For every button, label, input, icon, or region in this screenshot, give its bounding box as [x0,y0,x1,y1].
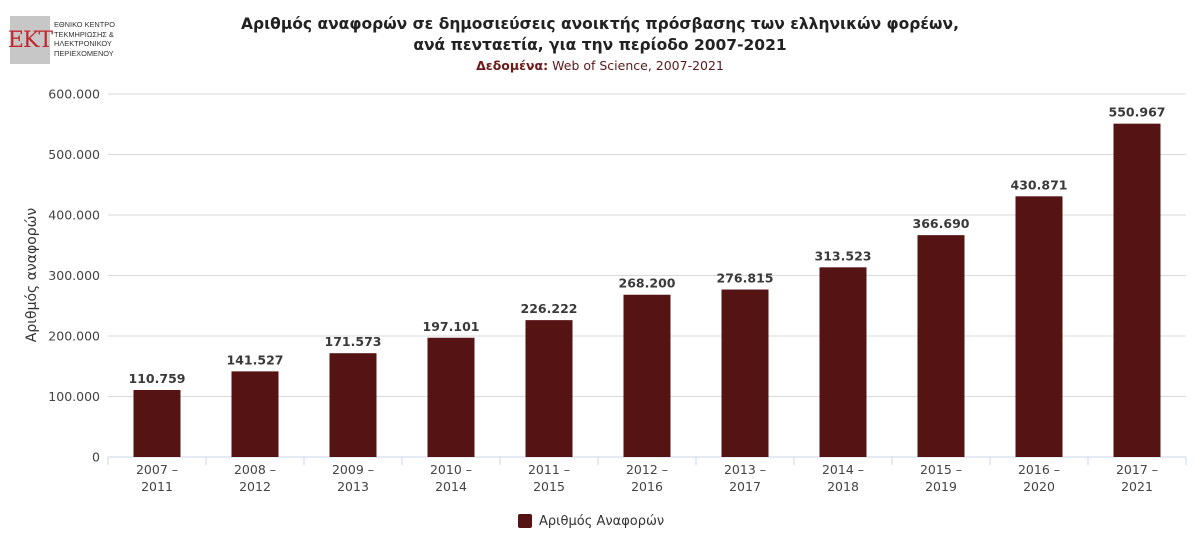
subtitle-text: Web of Science, 2007-2021 [552,58,724,73]
y-axis-label: Αριθμός αναφορών [24,208,40,343]
x-tick-label: 2011 – [528,462,570,477]
x-tick-label: 2016 [631,479,663,494]
data-label: 171.573 [325,334,382,349]
data-label: 110.759 [129,371,186,386]
x-tick-label: 2015 – [920,462,962,477]
y-tick-label: 400.000 [48,208,100,223]
ekt-logo: EKT ΕΘΝΙΚΟ ΚΕΝΤΡΟ ΤΕΚΜΗΡΙΩΣΗΣ & ΗΛΕΚΤΡΟΝ… [7,16,122,68]
y-tick-label: 0 [92,450,100,465]
x-tick-label: 2010 – [430,462,472,477]
bar [133,389,181,457]
logo-line: ΕΘΝΙΚΟ ΚΕΝΤΡΟ [54,20,115,29]
x-tick-label: 2012 [239,479,271,494]
labels-layer: 0 100.000 200.000 300.000 400.000 500.000 600.… [48,87,1165,495]
chart-title-line1: Αριθμός αναφορών σε δημοσιεύσεις ανοικτή… [241,15,959,33]
legend[interactable]: Αριθμός Αναφορών [518,512,664,530]
bars-layer [133,123,1161,457]
bar [623,294,671,457]
x-tick-label: 2007 – [136,462,178,477]
logo-box [10,16,50,64]
data-label: 197.101 [423,319,480,334]
x-tick-label: 2008 – [234,462,276,477]
logo-line: ΗΛΕΚΤΡΟΝΙΚΟΥ [54,39,112,48]
x-tick-label: 2019 [925,479,957,494]
x-tick-label: 2014 [435,479,467,494]
bar [1113,123,1161,457]
x-tick-label: 2021 [1121,479,1153,494]
legend-swatch [518,514,532,528]
logo-line: ΠΕΡΙΕΧΟΜΕΝΟΥ [54,48,114,58]
chart-title: Αριθμός αναφορών σε δημοσιεύσεις ανοικτή… [0,14,1200,56]
data-label: 430.871 [1011,177,1068,192]
x-tick-label: 2020 [1023,479,1055,494]
data-label: 141.527 [227,352,284,367]
logo-text: ΕΘΝΙΚΟ ΚΕΝΤΡΟ ΤΕΚΜΗΡΙΩΣΗΣ & ΗΛΕΚΤΡΟΝΙΚΟΥ… [54,20,134,58]
bar [721,289,769,457]
subtitle-label: Δεδομένα: [476,58,549,73]
logo-line: ΤΕΚΜΗΡΙΩΣΗΣ & [54,29,114,39]
x-tick-label: 2009 – [332,462,374,477]
logo-mark: EKT [7,27,53,53]
bar [329,353,377,457]
bar [1015,196,1063,457]
x-tick-label: 2011 [141,479,173,494]
bar [427,337,475,457]
y-tick-label: 200.000 [48,329,100,344]
bar [819,267,867,457]
data-label: 313.523 [815,248,872,263]
data-label: 226.222 [521,301,578,316]
chart-subtitle: Δεδομένα: Web of Science, 2007-2021 [0,58,1200,73]
data-label: 550.967 [1109,105,1166,120]
data-label: 276.815 [717,271,774,286]
x-tick-label: 2016 – [1018,462,1060,477]
x-tick-label: 2018 [827,479,859,494]
x-tick-label: 2017 – [1116,462,1158,477]
legend-label: Αριθμός Αναφορών [539,513,665,529]
bar [917,235,965,457]
x-tick-label: 2014 – [822,462,864,477]
data-label: 268.200 [619,276,676,291]
y-tick-label: 300.000 [48,268,100,283]
bar [525,320,573,457]
chart-title-line2: ανά πενταετία, για την περίοδο 2007-2021 [413,36,787,54]
x-tick-label: 2013 [337,479,369,494]
data-label: 366.690 [913,216,970,231]
x-tick-label: 2012 – [626,462,668,477]
x-tick-label: 2015 [533,479,565,494]
y-tick-label: 600.000 [48,87,100,102]
x-tick-label: 2017 [729,479,761,494]
bar [231,371,279,457]
y-tick-label: 100.000 [48,389,100,404]
y-tick-label: 500.000 [48,147,100,162]
x-tick-label: 2013 – [724,462,766,477]
